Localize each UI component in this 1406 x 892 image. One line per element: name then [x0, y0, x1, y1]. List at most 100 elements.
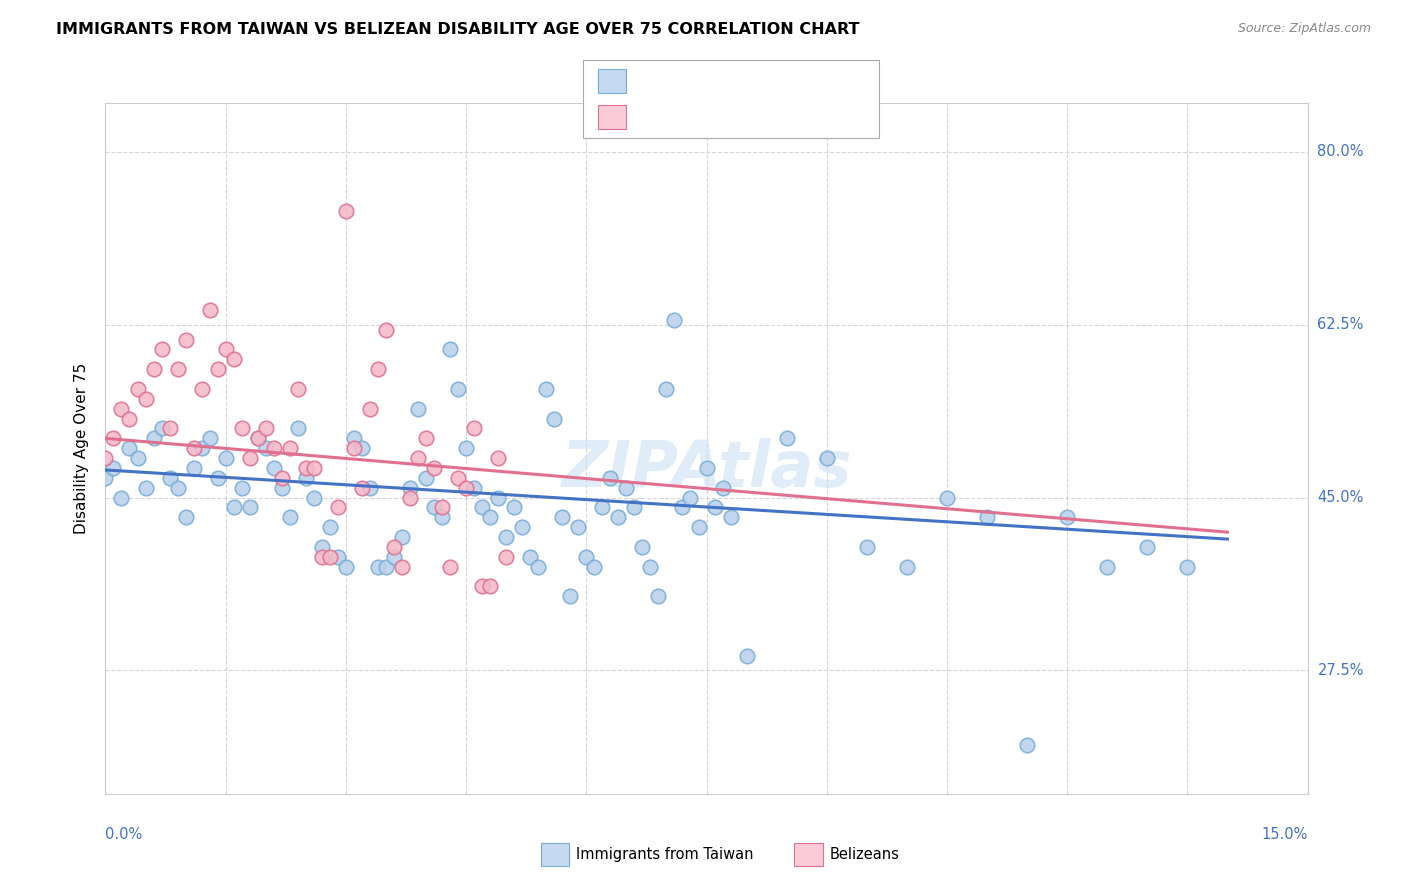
Point — [696, 461, 718, 475]
Point — [263, 461, 285, 475]
Point — [207, 471, 229, 485]
Point — [688, 520, 710, 534]
Point — [936, 491, 959, 505]
Point — [1177, 559, 1199, 574]
Point — [198, 302, 221, 317]
Point — [391, 530, 413, 544]
Point — [479, 510, 502, 524]
Point — [463, 421, 485, 435]
Point — [159, 421, 181, 435]
Point — [231, 481, 253, 495]
Point — [231, 421, 253, 435]
Point — [302, 491, 325, 505]
Point — [711, 481, 734, 495]
Text: 0.0%: 0.0% — [105, 827, 142, 841]
Point — [135, 481, 157, 495]
Text: 27.5%: 27.5% — [1317, 663, 1364, 678]
Point — [94, 471, 117, 485]
Point — [896, 559, 918, 574]
Point — [623, 500, 645, 515]
Point — [190, 382, 212, 396]
Point — [311, 540, 333, 554]
Point — [278, 510, 301, 524]
Point — [367, 559, 389, 574]
Point — [142, 431, 165, 445]
Point — [254, 442, 277, 455]
Point — [471, 580, 494, 594]
Point — [454, 442, 477, 455]
Point — [118, 411, 141, 425]
Point — [527, 559, 550, 574]
Point — [423, 461, 446, 475]
Point — [183, 461, 205, 475]
Point — [127, 382, 149, 396]
Point — [190, 442, 212, 455]
Point — [655, 382, 678, 396]
Point — [150, 421, 173, 435]
Point — [382, 549, 405, 564]
Point — [94, 451, 117, 466]
Point — [575, 549, 598, 564]
Point — [174, 510, 197, 524]
Point — [319, 549, 342, 564]
Point — [359, 401, 381, 416]
Point — [295, 461, 318, 475]
Point — [976, 510, 998, 524]
Point — [1017, 738, 1039, 752]
Point — [479, 580, 502, 594]
Text: 45.0%: 45.0% — [1317, 490, 1364, 505]
Point — [287, 382, 309, 396]
Point — [703, 500, 725, 515]
Point — [495, 530, 517, 544]
Point — [399, 481, 422, 495]
Point — [430, 510, 453, 524]
Point — [350, 481, 373, 495]
Point — [214, 451, 236, 466]
Point — [567, 520, 589, 534]
Text: ZIPAtlas: ZIPAtlas — [561, 438, 852, 500]
Point — [174, 333, 197, 347]
Text: Immigrants from Taiwan: Immigrants from Taiwan — [576, 847, 754, 862]
Point — [110, 491, 132, 505]
Point — [447, 382, 470, 396]
Point — [534, 382, 557, 396]
Point — [735, 648, 758, 663]
Point — [150, 343, 173, 357]
Point — [671, 500, 693, 515]
Point — [326, 500, 349, 515]
Point — [246, 431, 269, 445]
Point — [415, 431, 437, 445]
Point — [423, 500, 446, 515]
Point — [302, 461, 325, 475]
Point — [583, 559, 606, 574]
Point — [295, 471, 318, 485]
Point — [263, 442, 285, 455]
Point — [326, 549, 349, 564]
Point — [198, 431, 221, 445]
Text: Belizeans: Belizeans — [830, 847, 900, 862]
Point — [135, 392, 157, 406]
Point — [183, 442, 205, 455]
Point — [454, 481, 477, 495]
Point — [350, 442, 373, 455]
Point — [254, 421, 277, 435]
Point — [463, 481, 485, 495]
Point — [406, 401, 429, 416]
Point — [207, 362, 229, 376]
Point — [815, 451, 838, 466]
Point — [471, 500, 494, 515]
Point — [335, 204, 357, 219]
Point — [103, 461, 125, 475]
Point — [607, 510, 630, 524]
Point — [631, 540, 654, 554]
Point — [1056, 510, 1078, 524]
Point — [127, 451, 149, 466]
Point — [510, 520, 533, 534]
Point — [591, 500, 613, 515]
Point — [343, 442, 366, 455]
Point — [679, 491, 702, 505]
Text: 80.0%: 80.0% — [1317, 145, 1364, 160]
Point — [647, 590, 669, 604]
Point — [486, 491, 509, 505]
Point — [495, 549, 517, 564]
